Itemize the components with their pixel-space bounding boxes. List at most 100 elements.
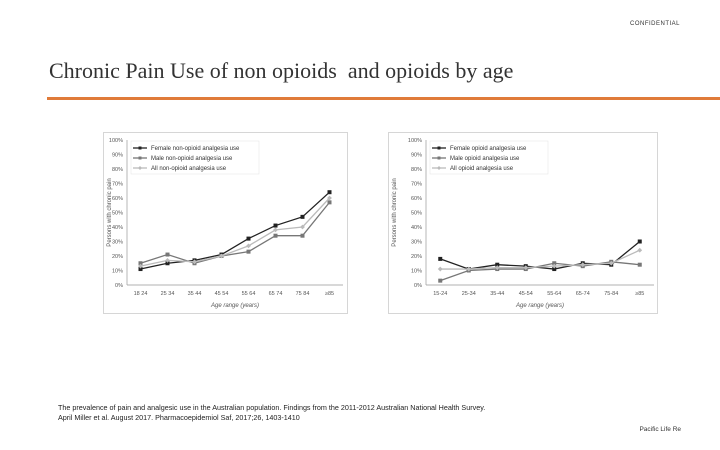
chart1-xtick-label: 35 44 <box>188 291 202 297</box>
chart2-legend-label: Female opioid analgesia use <box>450 146 527 152</box>
chart1-series-1-point <box>165 261 170 266</box>
chart2-series-1-point <box>438 256 443 261</box>
chart1-series-2-point <box>165 252 170 257</box>
chart1-series-1-point <box>273 223 278 228</box>
chart1-xtick-label: 45 54 <box>215 291 229 297</box>
chart1-y-axis-label: Persons with chronic pain <box>107 178 113 246</box>
chart1-xtick-label: 75 84 <box>296 291 310 297</box>
slide-title: Chronic Pain Use of non opioids and opio… <box>49 58 514 83</box>
chart2-legend-label: Male opioid analgesia use <box>450 156 520 162</box>
chart1-series-3-point <box>273 227 278 233</box>
chart1-series-1-point <box>300 214 305 219</box>
opioid-chart-svg: 0% 10% 20% 30% 40% 50% 60% 70% 80% 90% 100% 15-24 25… <box>388 132 658 314</box>
chart2-xtick-label: 25-34 <box>462 291 476 297</box>
chart1-series-1-point <box>246 236 251 241</box>
chart1-ytick-label: 80% <box>112 167 123 173</box>
citation-line-2: April Miller et al. August 2017. Pharmac… <box>58 413 300 422</box>
chart1-legend-label: Female non-opioid analgesia use <box>151 146 240 152</box>
chart2-legend-marker <box>437 166 441 170</box>
footer-brand: Pacific Life Re <box>639 426 681 433</box>
chart2-xtick-label: 75-84 <box>604 291 618 297</box>
chart2-series-1-point <box>552 267 557 272</box>
chart2-series-1-point <box>637 239 642 244</box>
chart1-xtick-label: 25 34 <box>161 291 175 297</box>
chart1-legend-marker <box>138 156 142 160</box>
chart1-ytick-label: 30% <box>112 240 123 246</box>
chart1-ytick-label: 40% <box>112 225 123 231</box>
chart2-series-line-2 <box>440 261 640 282</box>
chart2-xtick-label: 45-54 <box>519 291 533 297</box>
chart1-ytick-label: 70% <box>112 182 123 188</box>
citation: The prevalence of pain and analgesic use… <box>58 403 658 423</box>
chart2-series-2-point <box>637 262 642 267</box>
chart1-ytick-label: 20% <box>112 254 123 260</box>
chart1-ytick-label: 60% <box>112 196 123 202</box>
chart1-x-axis-label: Age range (years) <box>210 303 259 309</box>
chart1-series-3-point <box>246 243 251 249</box>
chart1-xtick-label: 65 74 <box>269 291 283 297</box>
citation-line-1: The prevalence of pain and analgesic use… <box>58 403 486 412</box>
chart1-series-2-point <box>246 249 251 254</box>
chart2-xtick-label: 55-64 <box>547 291 561 297</box>
chart2-legend-marker <box>437 146 441 150</box>
chart2-series-3-point <box>637 247 643 253</box>
chart2-series-3-point <box>523 265 529 270</box>
chart1-series-2-point <box>273 233 278 238</box>
chart2-ytick-label: 30% <box>411 240 422 246</box>
chart2-legend-marker <box>437 156 441 160</box>
chart2-series-line-3 <box>440 249 641 270</box>
chart1-legend-label: Male non-opioid analgesia use <box>151 156 233 162</box>
chart2-xtick-label: 35-44 <box>490 291 504 297</box>
chart2-xtick-label: ≥85 <box>635 291 644 297</box>
chart2-ytick-label: 100% <box>408 138 422 144</box>
chart1-series-1-point <box>138 267 143 272</box>
chart2-ytick-label: 10% <box>411 269 422 275</box>
chart1-series-line-3 <box>140 197 330 267</box>
chart1-series-3-point <box>192 259 197 265</box>
chart2-ytick-label: 60% <box>411 196 422 202</box>
chart1-legend-marker <box>138 166 142 170</box>
chart1-ytick-label: 10% <box>112 269 123 275</box>
chart2-series-3-point <box>494 265 500 270</box>
chart2-ytick-label: 40% <box>411 225 422 231</box>
chart2-legend-box <box>429 140 549 175</box>
chart1-legend-marker <box>138 146 142 150</box>
chart1-ytick-label: 0% <box>115 283 123 289</box>
chart1-series-line-2 <box>140 201 331 264</box>
chart1-series-1-point <box>327 190 332 195</box>
chart1-series-2-point <box>138 261 143 266</box>
non-opioid-chart-svg: 0% 10% 20% 30% 40% 50% 60% 70% 80% 90% 100% 18 24 25… <box>103 132 348 314</box>
chart1-series-3-point <box>165 257 170 263</box>
chart1-series-line-1 <box>140 191 330 270</box>
chart2-series-1-point <box>495 262 500 267</box>
chart2-ytick-label: 70% <box>411 182 422 188</box>
chart2-series-3-point <box>608 260 614 266</box>
chart2-ytick-label: 20% <box>411 254 422 260</box>
chart2-ytick-label: 50% <box>411 211 422 217</box>
confidential-label: CONFIDENTIAL <box>629 21 680 27</box>
chart1-xtick-label: 18 24 <box>134 291 148 297</box>
chart1-ytick-label: 50% <box>112 211 123 217</box>
chart2-series-3-point <box>551 263 557 269</box>
chart1-series-2-point <box>327 200 332 205</box>
opioid-chart: 0% 10% 20% 30% 40% 50% 60% 70% 80% 90% 100% 15-24 25… <box>388 132 658 319</box>
chart2-xtick-label: 65-74 <box>576 291 590 297</box>
chart1-legend-label: All non-opioid analgesia use <box>151 166 227 172</box>
non-opioid-chart: 0% 10% 20% 30% 40% 50% 60% 70% 80% 90% 100% 18 24 25… <box>103 132 348 319</box>
chart1-series-2-point <box>300 233 305 238</box>
chart2-ytick-label: 90% <box>411 153 422 159</box>
chart2-series-3-point <box>580 262 586 268</box>
title-divider <box>47 97 720 100</box>
chart1-ytick-label: 100% <box>109 138 123 144</box>
chart1-xtick-label: 55 64 <box>242 291 256 297</box>
chart2-x-axis-label: Age range (years) <box>515 303 564 309</box>
chart1-ytick-label: 90% <box>112 153 123 159</box>
chart2-y-axis-label: Persons with chronic pain <box>392 178 398 246</box>
chart2-series-2-point <box>552 261 557 266</box>
chart2-legend-label: All opioid analgesia use <box>450 166 514 172</box>
chart2-xtick-label: 15-24 <box>433 291 447 297</box>
chart2-ytick-label: 80% <box>411 167 422 173</box>
chart1-xtick-label: ≥85 <box>325 291 334 297</box>
chart1-series-3-point <box>138 263 143 269</box>
chart2-ytick-label: 0% <box>414 283 422 289</box>
